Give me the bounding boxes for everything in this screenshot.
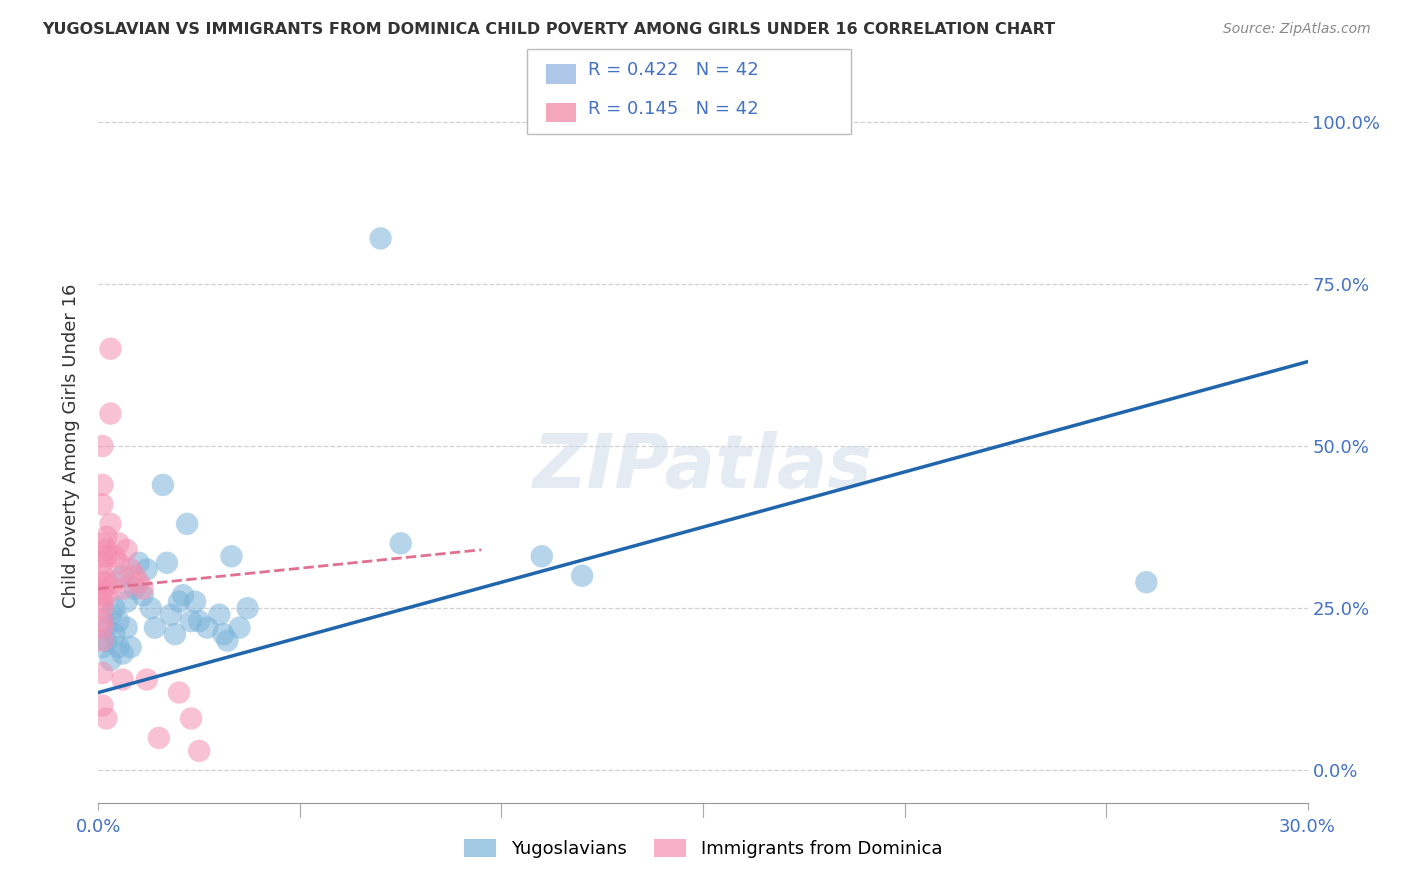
Point: [111, 673, 134, 687]
Point: [571, 568, 593, 582]
Point: [160, 607, 183, 622]
Text: ZIPatlas: ZIPatlas: [533, 431, 873, 504]
Point: [96, 542, 118, 557]
Point: [91, 549, 114, 564]
Point: [96, 530, 118, 544]
Point: [128, 575, 150, 590]
Point: [103, 549, 125, 564]
Point: [91, 614, 114, 628]
Point: [103, 627, 125, 641]
Point: [167, 685, 190, 699]
Point: [389, 536, 412, 550]
Point: [530, 549, 553, 564]
Point: [188, 614, 211, 628]
Point: [100, 516, 122, 531]
Point: [96, 621, 118, 635]
Point: [111, 568, 134, 582]
Point: [91, 568, 114, 582]
Point: [96, 588, 118, 602]
Point: [91, 698, 114, 713]
Point: [115, 595, 138, 609]
Text: Source: ZipAtlas.com: Source: ZipAtlas.com: [1223, 22, 1371, 37]
Point: [228, 621, 250, 635]
Point: [100, 607, 122, 622]
Point: [132, 582, 155, 596]
Point: [91, 633, 114, 648]
Point: [212, 627, 235, 641]
Point: [180, 711, 202, 725]
Point: [217, 633, 239, 648]
Point: [100, 342, 122, 356]
Point: [172, 588, 194, 602]
Point: [1135, 575, 1157, 590]
Point: [91, 536, 114, 550]
Y-axis label: Child Poverty Among Girls Under 16: Child Poverty Among Girls Under 16: [62, 284, 80, 608]
Point: [208, 607, 231, 622]
Point: [128, 556, 150, 570]
Point: [195, 621, 218, 635]
Point: [176, 516, 198, 531]
Point: [91, 575, 114, 590]
Text: R = 0.145   N = 42: R = 0.145 N = 42: [588, 100, 758, 118]
Point: [91, 478, 114, 492]
Point: [96, 711, 118, 725]
Point: [91, 497, 114, 511]
Point: [107, 536, 129, 550]
Point: [91, 601, 114, 615]
Point: [103, 575, 125, 590]
Point: [96, 549, 118, 564]
Point: [236, 601, 259, 615]
Point: [180, 614, 202, 628]
Point: [91, 556, 114, 570]
Point: [184, 595, 207, 609]
Point: [167, 595, 190, 609]
Point: [221, 549, 243, 564]
Point: [139, 601, 162, 615]
Point: [103, 601, 125, 615]
Point: [96, 575, 118, 590]
Point: [115, 542, 138, 557]
Point: [107, 556, 129, 570]
Point: [100, 653, 122, 667]
Text: R = 0.422   N = 42: R = 0.422 N = 42: [588, 62, 758, 79]
Point: [91, 621, 114, 635]
Point: [148, 731, 170, 745]
Point: [115, 621, 138, 635]
Point: [188, 744, 211, 758]
Point: [107, 614, 129, 628]
Point: [163, 627, 186, 641]
Point: [370, 231, 392, 245]
Point: [135, 562, 157, 576]
Point: [111, 582, 134, 596]
Point: [96, 633, 118, 648]
Point: [152, 478, 174, 492]
Point: [135, 673, 157, 687]
Point: [91, 588, 114, 602]
Text: YUGOSLAVIAN VS IMMIGRANTS FROM DOMINICA CHILD POVERTY AMONG GIRLS UNDER 16 CORRE: YUGOSLAVIAN VS IMMIGRANTS FROM DOMINICA …: [42, 22, 1056, 37]
Point: [156, 556, 179, 570]
Point: [132, 588, 155, 602]
Point: [124, 568, 146, 582]
Point: [91, 595, 114, 609]
Legend: Yugoslavians, Immigrants from Dominica: Yugoslavians, Immigrants from Dominica: [457, 831, 949, 865]
Point: [120, 640, 142, 654]
Point: [91, 640, 114, 654]
Point: [107, 640, 129, 654]
Point: [120, 562, 142, 576]
Point: [143, 621, 166, 635]
Point: [124, 582, 146, 596]
Point: [100, 407, 122, 421]
Point: [91, 582, 114, 596]
Point: [91, 439, 114, 453]
Point: [91, 666, 114, 681]
Point: [111, 647, 134, 661]
